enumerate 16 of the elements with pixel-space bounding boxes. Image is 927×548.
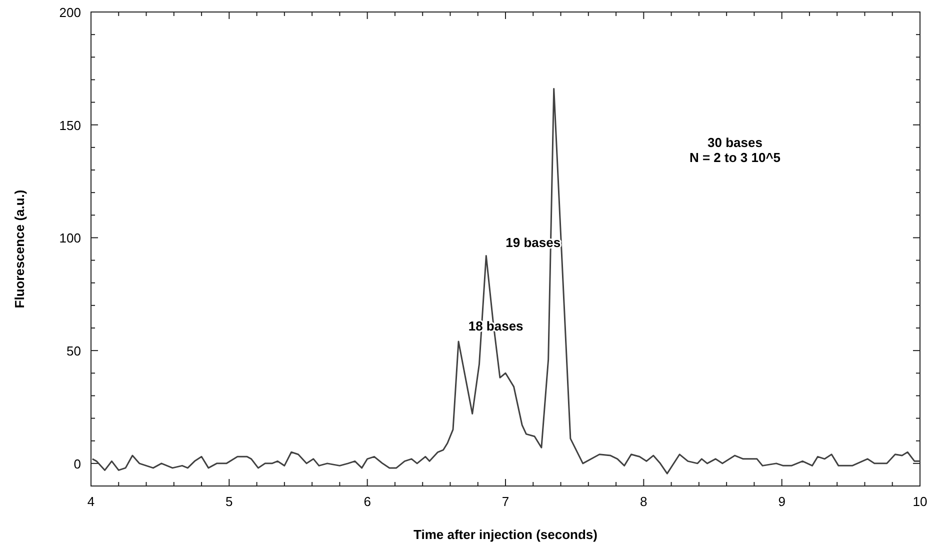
y-tick-label: 50 bbox=[66, 344, 81, 359]
x-tick-label: 8 bbox=[640, 494, 648, 509]
y-axis-title: Fluorescence (a.u.) bbox=[12, 190, 27, 308]
x-tick-label: 6 bbox=[364, 494, 371, 509]
y-tick-label: 100 bbox=[59, 230, 81, 246]
x-axis-title: Time after injection (seconds) bbox=[414, 527, 598, 542]
x-tick-label: 7 bbox=[502, 494, 510, 509]
y-tick-label: 150 bbox=[59, 118, 81, 133]
x-tick-label: 10 bbox=[912, 494, 927, 509]
x-tick-label: 9 bbox=[778, 494, 786, 509]
annotation: 30 bases N = 2 to 3 10^5 bbox=[689, 135, 781, 165]
x-tick-label: 5 bbox=[226, 494, 233, 509]
y-tick-label: 200 bbox=[59, 5, 81, 20]
y-tick-label: 0 bbox=[74, 456, 81, 472]
line-series bbox=[92, 88, 921, 474]
x-tick-label: 4 bbox=[87, 494, 95, 509]
